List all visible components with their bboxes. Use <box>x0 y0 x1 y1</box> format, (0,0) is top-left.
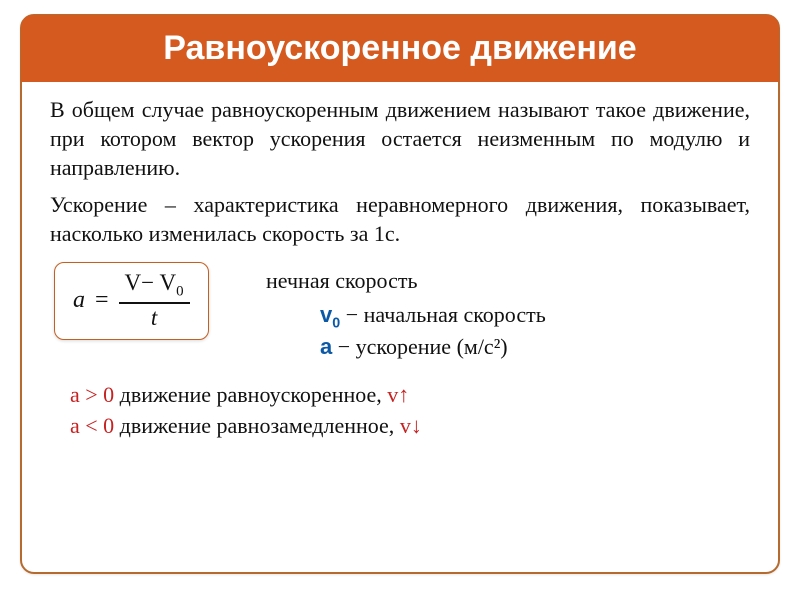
v-final-label-partial: нечная скорость <box>266 266 418 295</box>
formula-numerator: V− V0 <box>119 271 190 304</box>
formula-denominator: t <box>119 304 190 330</box>
cond1-lhs: a > 0 <box>70 382 114 407</box>
slide-content: В общем случае равноускоренным движением… <box>22 81 778 440</box>
condition-line-1: a > 0 движение равноускоренное, v↑ <box>70 380 750 409</box>
v0-symbol: v0 <box>320 302 340 327</box>
a-label: a − ускорение (м/с²) <box>320 332 508 361</box>
formula-num-text: V− V <box>125 270 177 295</box>
slide-card: Равноускоренное движение В общем случае … <box>20 14 780 574</box>
cond1-rhs: v↑ <box>387 382 409 407</box>
formula-lhs: a <box>73 285 85 317</box>
formula-box: a = V− V0 t <box>54 262 209 339</box>
a-text: − ускорение (м/с²) <box>332 334 507 359</box>
formula-num-sub: 0 <box>176 284 183 300</box>
definition-text: В общем случае равноускоренным движением… <box>50 95 750 182</box>
acceleration-text: Ускорение – характеристика неравномерног… <box>50 190 750 248</box>
cond2-lhs: a < 0 <box>70 413 114 438</box>
slide-title: Равноускоренное движение <box>21 15 779 82</box>
v0-text: − начальная скорость <box>340 302 546 327</box>
conditions-block: a > 0 движение равноускоренное, v↑ a < 0… <box>70 380 750 440</box>
cond2-mid: движение равнозамедленное, <box>114 413 400 438</box>
a-symbol: a <box>320 334 332 359</box>
formula-fraction: V− V0 t <box>119 271 190 330</box>
cond1-mid: движение равноускоренное, <box>114 382 387 407</box>
formula-row: a = V− V0 t нечная скорость v0 − начальн… <box>50 256 750 376</box>
cond2-rhs: v↓ <box>400 413 422 438</box>
formula-eq: = <box>95 285 109 317</box>
v0-label: v0 − начальная скорость <box>320 300 546 333</box>
condition-line-2: a < 0 движение равнозамедленное, v↓ <box>70 411 750 440</box>
